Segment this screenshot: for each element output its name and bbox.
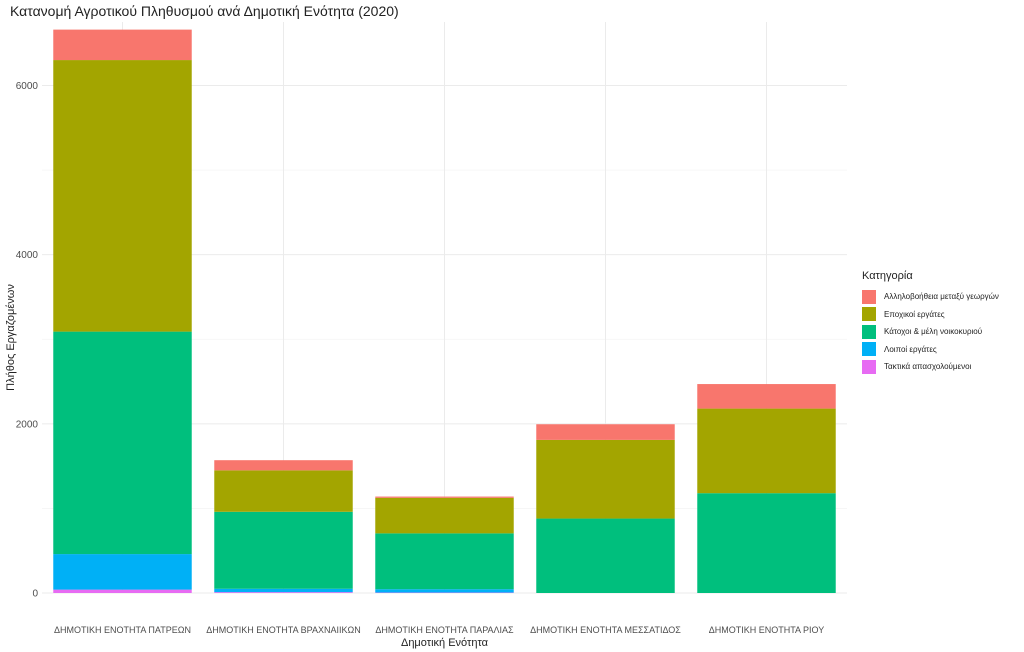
legend-swatch bbox=[862, 324, 876, 339]
bar-segment bbox=[536, 424, 675, 440]
bar-segment bbox=[214, 460, 353, 471]
bar-segment bbox=[214, 470, 353, 512]
legend-label: Τακτικά απασχολούμενοι bbox=[884, 362, 972, 372]
legend-swatch bbox=[862, 342, 876, 357]
bar-segment bbox=[375, 496, 514, 498]
bar-segment bbox=[375, 589, 514, 593]
legend: Κατηγορία Αλληλοβοήθεια μεταξύ γεωργών Επ… bbox=[862, 270, 999, 376]
bar-segment bbox=[697, 408, 836, 494]
legend-label: Λοιποί εργάτες bbox=[884, 344, 937, 354]
y-tick-label: 4000 bbox=[16, 250, 39, 261]
bar-segment bbox=[536, 439, 675, 519]
chart-title: Κατανομή Αγροτικού Πληθυσμού ανά Δημοτικ… bbox=[10, 3, 399, 19]
bar-segment bbox=[214, 511, 353, 589]
y-tick-label: 6000 bbox=[16, 81, 39, 92]
x-tick-label: ΔΗΜΟΤΙΚΗ ΕΝΟΤΗΤΑ ΠΑΡΑΛΙΑΣ bbox=[375, 625, 514, 635]
bar-segment bbox=[53, 554, 192, 590]
bar-segment bbox=[53, 331, 192, 555]
legend-item: Εποχικοί εργάτες bbox=[862, 306, 999, 324]
bar-segment bbox=[375, 533, 514, 590]
bar-segment bbox=[697, 384, 836, 409]
legend-label: Κάτοχοι & μέλη νοικοκυριού bbox=[884, 327, 983, 337]
bar-segment bbox=[214, 592, 353, 593]
legend-item: Αλληλοβοήθεια μεταξύ γεωργών bbox=[862, 288, 999, 306]
legend-label: Αλληλοβοήθεια μεταξύ γεωργών bbox=[884, 292, 999, 302]
bar-segment bbox=[53, 29, 192, 61]
x-tick-label: ΔΗΜΟΤΙΚΗ ΕΝΟΤΗΤΑ ΜΕΣΣΑΤΙΔΟΣ bbox=[530, 625, 681, 635]
bar-segment bbox=[536, 518, 675, 593]
x-tick-labels: ΔΗΜΟΤΙΚΗ ΕΝΟΤΗΤΑ ΠΑΤΡΕΩΝ ΔΗΜΟΤΙΚΗ ΕΝΟΤΗΤΑ… bbox=[54, 625, 824, 635]
bar-segment bbox=[697, 493, 836, 593]
bar-segment bbox=[375, 497, 514, 534]
legend-label: Εποχικοί εργάτες bbox=[884, 309, 945, 319]
legend-swatch bbox=[862, 289, 876, 304]
x-tick-label: ΔΗΜΟΤΙΚΗ ΕΝΟΤΗΤΑ ΡΙΟΥ bbox=[709, 625, 825, 635]
y-tick-labels: 0 2000 4000 6000 bbox=[16, 81, 39, 600]
y-tick-label: 0 bbox=[32, 589, 38, 600]
x-tick-label: ΔΗΜΟΤΙΚΗ ΕΝΟΤΗΤΑ ΒΡΑΧΝΑΙΙΚΩΝ bbox=[206, 625, 360, 635]
bars bbox=[53, 29, 836, 593]
legend-item: Κάτοχοι & μέλη νοικοκυριού bbox=[862, 323, 999, 341]
legend-item: Λοιποί εργάτες bbox=[862, 341, 999, 359]
bar-segment bbox=[53, 60, 192, 332]
legend-title: Κατηγορία bbox=[862, 270, 913, 282]
y-axis-label: Πλήθος Εργαζομένων bbox=[5, 284, 17, 391]
legend-swatch bbox=[862, 359, 876, 374]
x-tick-label: ΔΗΜΟΤΙΚΗ ΕΝΟΤΗΤΑ ΠΑΤΡΕΩΝ bbox=[54, 625, 191, 635]
x-axis-label: Δημοτική Ενότητα bbox=[401, 637, 489, 649]
legend-item: Τακτικά απασχολούμενοι bbox=[862, 358, 999, 376]
bar-segment bbox=[53, 589, 192, 593]
legend-swatch bbox=[862, 307, 876, 322]
y-tick-label: 2000 bbox=[16, 419, 39, 430]
bar-segment bbox=[214, 588, 353, 593]
